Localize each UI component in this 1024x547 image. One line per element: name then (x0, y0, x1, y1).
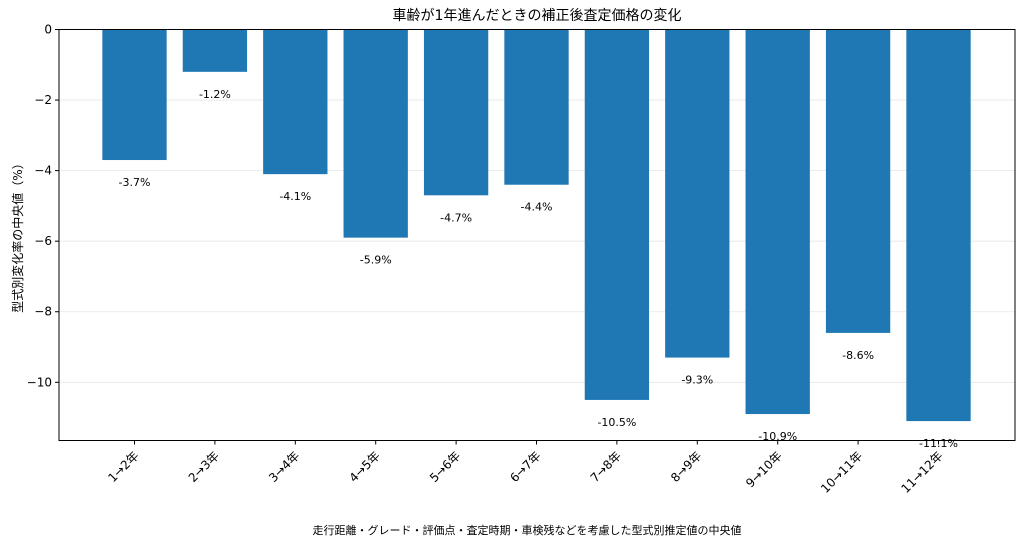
data-label: -9.3% (681, 374, 713, 387)
y-tick-label: −2 (34, 93, 52, 107)
x-tick-label: 9→10年 (743, 449, 785, 491)
data-label: -10.5% (597, 416, 636, 429)
x-tick-label: 1→2年 (105, 449, 141, 485)
data-label: -5.9% (360, 254, 392, 267)
x-tick-label: 7→8年 (588, 449, 624, 485)
chart-title: 車齢が1年進んだときの補正後査定価格の変化 (393, 7, 682, 24)
y-tick-label: −4 (34, 164, 52, 178)
bar (504, 29, 569, 185)
x-tick-label: 3→4年 (266, 449, 302, 485)
data-label: -1.2% (199, 88, 231, 101)
bar (665, 29, 730, 358)
y-tick-label: −8 (34, 305, 52, 319)
x-axis-ticks: 1→2年 2→3年 3→4年 4→5年 5→6年 6→7年 7→8年 8→9年 9→10年 10→… (105, 440, 946, 496)
bar (182, 29, 248, 72)
x-tick-label: 2→3年 (186, 449, 222, 485)
chart-footnote: 走行距離・グレード・評価点・査定時期・車検残などを考慮した型式別推定値の中央値 (313, 523, 742, 537)
y-tick-label: −10 (27, 375, 52, 389)
y-axis-label: 型式別変化率の中央値（%） (10, 157, 25, 312)
bar (102, 29, 167, 161)
bar (825, 29, 891, 333)
data-label: -8.6% (842, 349, 874, 362)
y-tick-label: 0 (44, 23, 52, 37)
data-label: -4.4% (521, 201, 553, 214)
x-tick-label: 6→7年 (507, 449, 543, 485)
data-label: -3.7% (119, 176, 151, 189)
bar (423, 29, 489, 196)
x-tick-label: 5→6年 (427, 449, 463, 485)
bar (263, 29, 328, 175)
bar (745, 29, 810, 415)
x-tick-label: 4→5年 (347, 449, 383, 485)
bar (906, 29, 971, 422)
x-tick-label: 11→12年 (899, 449, 946, 496)
x-tick-label: 8→9年 (668, 449, 704, 485)
bar (584, 29, 650, 400)
data-label: -10.9% (758, 430, 797, 443)
bars (102, 29, 971, 422)
y-axis-ticks: 0 −2 −4 −6 −8 −10 (27, 23, 59, 389)
bar (343, 29, 408, 238)
data-label: -4.1% (279, 190, 311, 203)
y-tick-label: −6 (34, 234, 52, 248)
data-label: -4.7% (440, 211, 472, 224)
x-tick-label: 10→11年 (818, 449, 865, 496)
